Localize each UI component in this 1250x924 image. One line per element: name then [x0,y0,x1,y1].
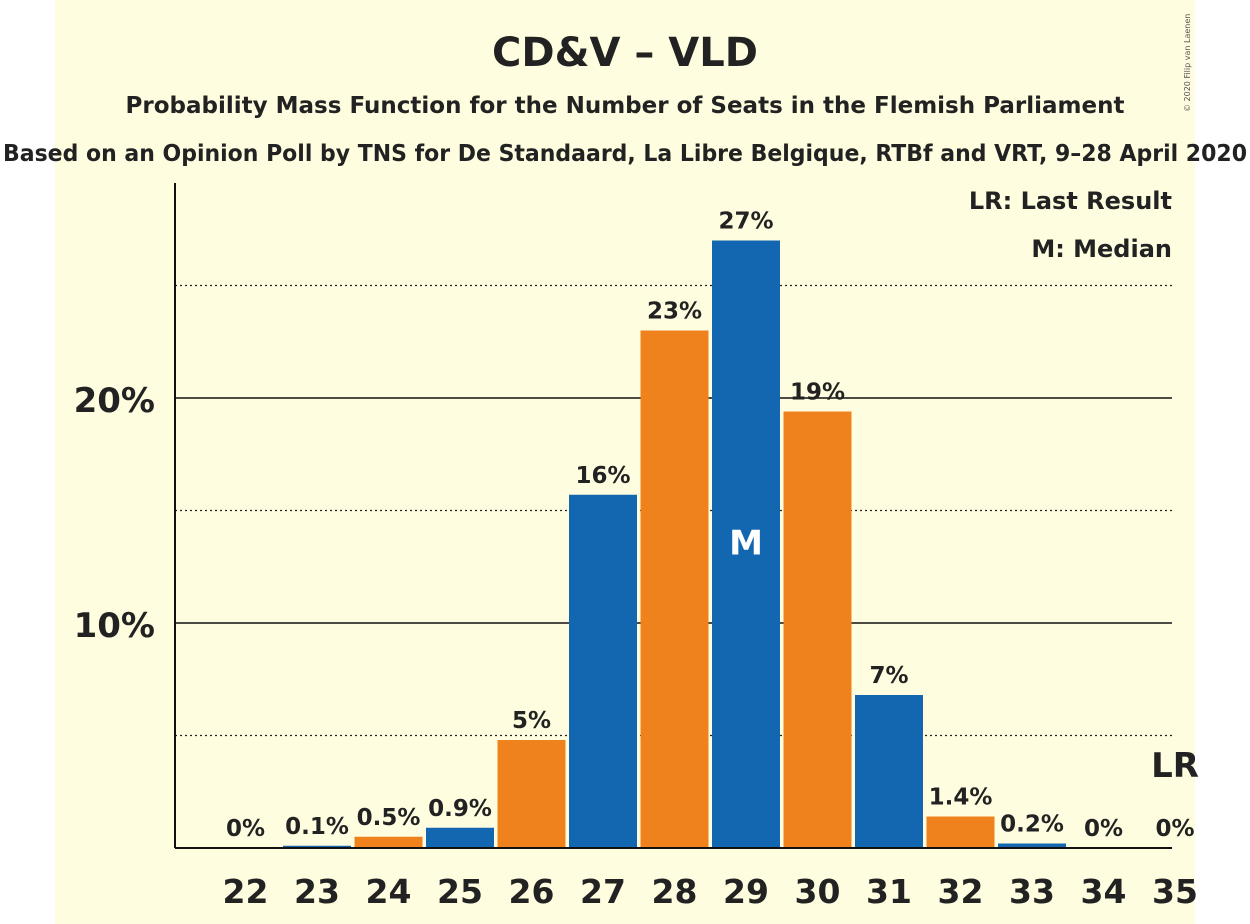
bar-seat-32 [926,816,995,848]
copyright-notice: © 2020 Filip van Laenen [1183,14,1192,112]
median-marker: M [729,523,763,563]
bar-seat-31 [855,695,923,848]
value-labels: 0% 0.1% 0.5% 0.9% 5% 16% 23% 27% M 19% 7% 1.4% 0.2% 0… [226,209,1199,843]
y-tick-label: 10% [74,606,155,646]
x-tick-label: 34 [1081,872,1127,911]
bar-seat-28 [640,330,709,848]
x-tick-label: 33 [1009,872,1055,911]
x-tick-label: 23 [294,872,340,911]
bar-value-label: 0% [1084,816,1123,842]
bar-seat-23 [283,845,351,848]
bar-value-label: 0.9% [428,796,492,822]
x-tick-label: 31 [866,872,912,911]
legend-last-result: LR: Last Result [969,187,1172,215]
chart-source-line: Based on an Opinion Poll by TNS for De S… [3,141,1247,167]
legend-median: M: Median [1031,235,1172,263]
bar-value-label: 16% [575,463,630,489]
x-tick-label: 32 [938,872,984,911]
bar-value-label: 0.1% [285,814,349,840]
x-tick-label: 35 [1152,872,1198,911]
bars [283,240,1066,848]
chart-subtitle: Probability Mass Function for the Number… [126,93,1125,119]
bar-value-label: 0.5% [357,805,421,831]
last-result-marker: LR [1151,746,1199,786]
bar-seat-29 [712,240,780,848]
y-tick-label: 20% [74,381,155,421]
axes: 10% 20% 22 23 24 25 26 27 28 29 30 31 32 33 34 35 [74,183,1198,911]
bar-seat-26 [497,740,566,848]
x-tick-label: 28 [652,872,698,911]
bar-value-label: 27% [718,209,773,235]
bar-value-label: 0.2% [1000,812,1064,838]
bar-seat-24 [354,836,423,848]
bar-seat-25 [426,827,494,848]
x-tick-label: 27 [580,872,626,911]
x-tick-label: 25 [437,872,483,911]
bar-value-label: 7% [869,663,908,689]
bar-seat-27 [569,494,637,848]
bar-value-label: 0% [1155,816,1194,842]
x-tick-label: 26 [509,872,555,911]
x-tick-label: 30 [795,872,841,911]
bar-value-label: 5% [512,708,551,734]
x-tick-label: 22 [223,872,269,911]
bar-seat-33 [998,843,1066,848]
bar-value-label: 23% [647,299,702,325]
x-tick-label: 24 [366,872,412,911]
bar-seat-30 [783,411,852,848]
bar-value-label: 19% [790,380,845,406]
chart-title: CD&V – VLD [492,30,758,76]
bar-value-label: 1.4% [929,785,993,811]
x-tick-label: 29 [723,872,769,911]
bar-value-label: 0% [226,816,265,842]
